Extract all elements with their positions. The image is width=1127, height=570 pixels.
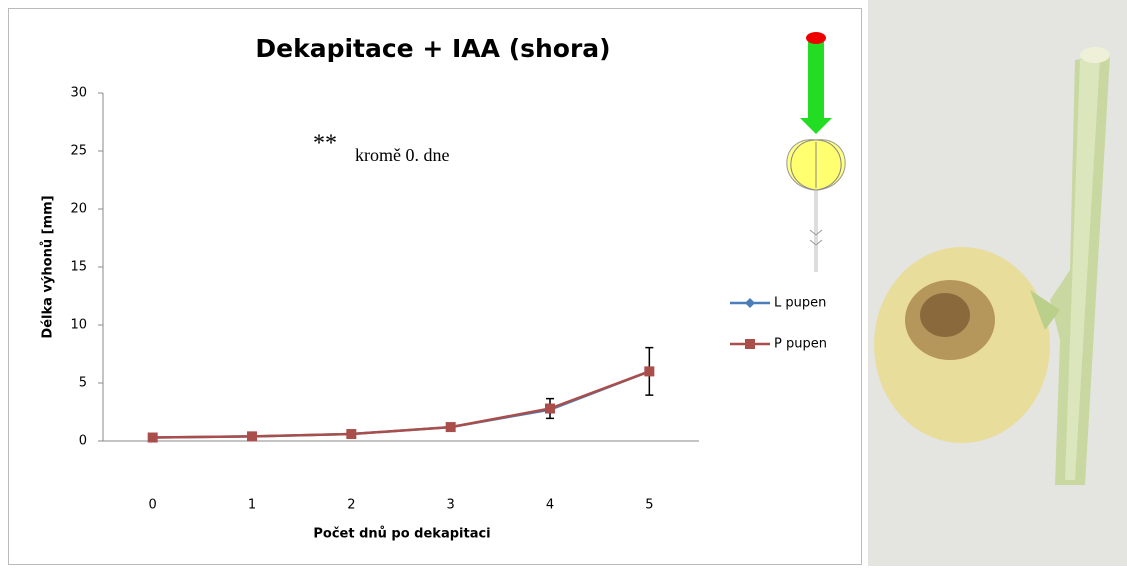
marker (644, 366, 655, 377)
y-tick-label: 25 (70, 144, 87, 159)
annotation: kromě 0. dne (355, 145, 449, 165)
x-tick-label: 2 (347, 498, 355, 513)
y-tick-label: 0 (79, 434, 87, 449)
marker (545, 403, 555, 414)
y-tick-label: 10 (70, 318, 87, 333)
x-tick-label: 5 (645, 498, 653, 513)
chart-frame (8, 8, 862, 565)
y-tick-label: 15 (70, 260, 87, 275)
y-tick-label: 5 (79, 376, 87, 391)
legend-marker (745, 339, 755, 349)
x-axis-label: Počet dnů po dekapitaci (313, 527, 490, 542)
x-tick-label: 0 (149, 498, 157, 513)
y-tick-label: 30 (70, 86, 87, 101)
x-tick-label: 1 (248, 498, 256, 513)
marker (147, 432, 158, 443)
legend-label: L pupen (774, 296, 826, 311)
marker (247, 431, 257, 442)
y-tick-label: 20 (70, 202, 87, 217)
photo (868, 0, 1127, 566)
x-tick-label: 4 (546, 498, 554, 513)
legend-marker (745, 298, 755, 308)
marker (445, 422, 456, 433)
plant-diagram (786, 32, 846, 272)
annotation-stars: ** (313, 131, 337, 157)
marker (346, 429, 357, 440)
chart-title: Dekapitace + IAA (shora) (255, 34, 610, 63)
x-tick-label: 3 (447, 498, 455, 513)
y-axis-label: Délka výhonů [mm] (41, 195, 56, 338)
series-line (152, 370, 650, 439)
legend-label: P pupen (774, 337, 827, 352)
